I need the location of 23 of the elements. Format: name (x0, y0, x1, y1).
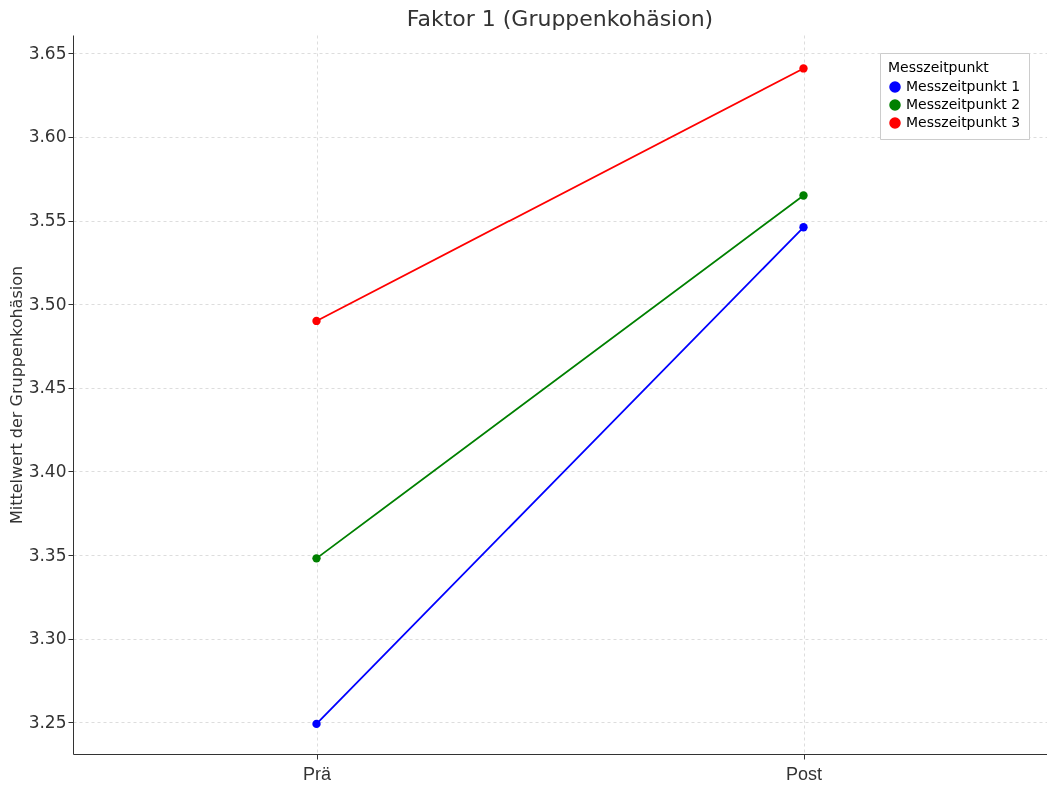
point (799, 64, 808, 73)
y-tick-label: 3.45 (28, 377, 67, 398)
legend-label: Messzeitpunkt 1 (906, 78, 1021, 94)
y-tick-label: 3.60 (28, 126, 67, 147)
x-tick-label: Prä (302, 763, 332, 784)
chart-title: Faktor 1 (Gruppenkohäsion) (406, 6, 714, 31)
legend-label: Messzeitpunkt 2 (906, 96, 1021, 112)
point (312, 316, 321, 326)
legend-title: Messzeitpunkt (888, 59, 990, 75)
point (312, 719, 321, 729)
y-tick-label: 3.55 (28, 210, 67, 231)
y-tick-label: 3.25 (28, 711, 67, 732)
y-axis-title: Mittelwert der Gruppenkohäsion (6, 265, 26, 525)
y-tick-label: 3.30 (28, 628, 67, 649)
point (799, 223, 808, 232)
point (799, 191, 808, 200)
point (312, 554, 321, 563)
y-tick-label: 3.35 (28, 544, 67, 565)
x-tick-label: Post (785, 763, 823, 784)
y-tick-label: 3.50 (28, 293, 67, 314)
y-tick-label: 3.65 (28, 42, 67, 63)
legend-label: Messzeitpunkt 3 (906, 114, 1021, 130)
y-tick-label: 3.40 (28, 460, 67, 481)
